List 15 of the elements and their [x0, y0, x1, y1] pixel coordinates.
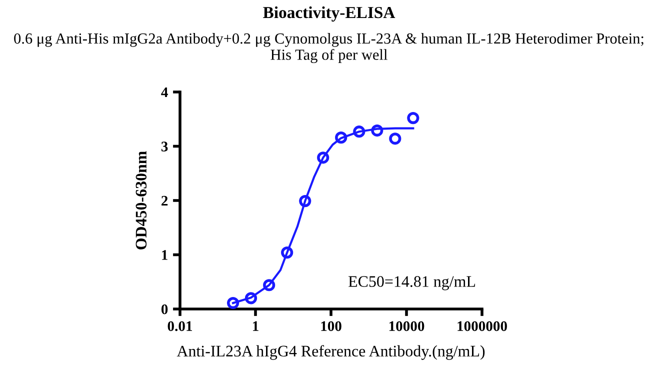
y-tick-label: 0	[161, 304, 168, 314]
chart-title: Bioactivity-ELISA	[263, 6, 396, 22]
y-tick-label: 4	[161, 87, 168, 98]
x-tick-label: 100	[321, 321, 342, 332]
y-tick-label: 2	[162, 196, 168, 206]
annotation: EC50=14.81 ng/mL	[348, 276, 476, 290]
x-tick-label: 0.01	[168, 321, 192, 332]
x-tick-label: 1000000	[458, 321, 507, 332]
y-tick-label: 1	[162, 250, 168, 260]
x-tick-label: 1	[253, 321, 258, 331]
x-axis-title: Anti-IL23A hIgG4 Reference Antibody.(ng/mL)	[176, 345, 485, 360]
y-axis-title: OD450-630nm	[136, 151, 147, 250]
y-tick-label: 3	[161, 142, 168, 152]
x-tick-label: 10000	[389, 321, 424, 332]
chart-subtitle: 0.6 μg Anti-His mIgG2a Antibody+0.2 μg Cynomolgus IL-23A & human IL-12B Heterodimer Protein; His Tag of per well	[14, 32, 644, 64]
